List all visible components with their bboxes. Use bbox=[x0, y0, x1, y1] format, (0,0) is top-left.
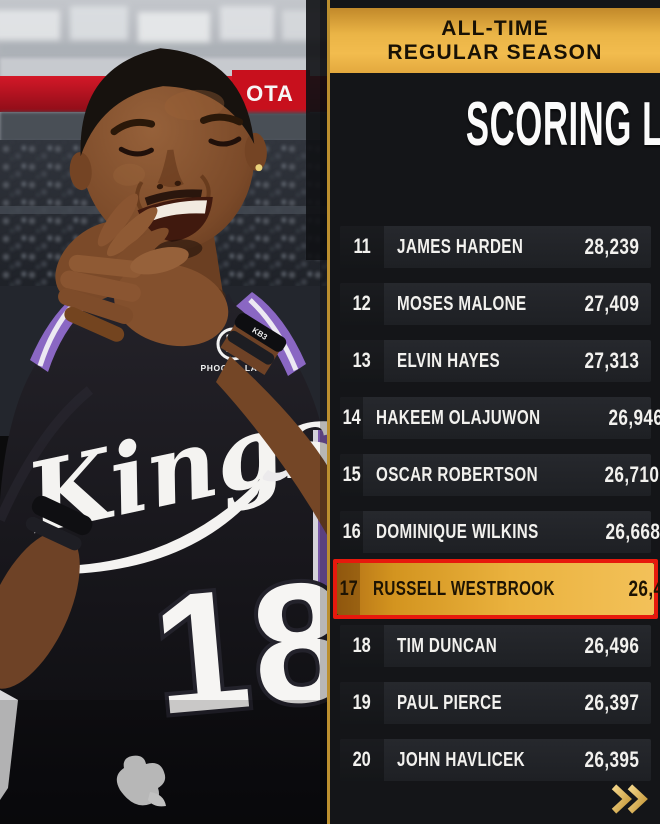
next-icon[interactable] bbox=[610, 784, 648, 814]
rank-cell: 14 bbox=[342, 406, 361, 429]
jersey-number-text: 18 bbox=[146, 545, 330, 751]
player-name: MOSES MALONE bbox=[397, 292, 527, 315]
player-name: PAUL PIERCE bbox=[397, 691, 502, 714]
banner-line1: ALL-TIME bbox=[441, 17, 549, 40]
highlight-box: 17 RUSSELL WESTBROOK 26,497 bbox=[333, 559, 660, 619]
points-value: 28,239 bbox=[584, 234, 639, 259]
leaderboard-row: 18 TIM DUNCAN 26,496 bbox=[340, 625, 651, 667]
player-photo: OTA Kings 18 bbox=[0, 0, 330, 824]
leaderboard-row: 14 HAKEEM OLAJUWON 26,946 bbox=[340, 397, 660, 439]
title-area: SCORING LEADERS bbox=[330, 92, 660, 158]
shorts-edge bbox=[0, 690, 18, 800]
leaderboard-row: 15 OSCAR ROBERTSON 26,710 bbox=[340, 454, 659, 496]
leaderboard-row: 16 DOMINIQUE WILKINS 26,668 bbox=[340, 511, 660, 553]
player-name: OSCAR ROBERTSON bbox=[376, 463, 539, 486]
player-name: RUSSELL WESTBROOK bbox=[373, 577, 556, 600]
wristband: KB3 bbox=[220, 313, 287, 376]
banner: ALL-TIME REGULAR SEASON bbox=[330, 8, 660, 73]
leaderboard-row: 13 ELVIN HAYES 27,313 bbox=[340, 340, 651, 382]
points-value: 26,497 bbox=[628, 576, 660, 601]
banner-line2: REGULAR SEASON bbox=[387, 41, 603, 64]
kings-lion-logo bbox=[116, 755, 166, 807]
page-title: SCORING LEADERS bbox=[465, 90, 660, 159]
jersey-number: 18 bbox=[142, 541, 330, 755]
leaderboard-row: 11 JAMES HARDEN 28,239 bbox=[340, 226, 651, 268]
earring bbox=[255, 164, 263, 172]
rank-cell: 20 bbox=[352, 748, 372, 771]
points-value: 26,496 bbox=[584, 633, 639, 658]
leaderboard-row: 12 MOSES MALONE 27,409 bbox=[340, 283, 651, 325]
points-value: 26,397 bbox=[584, 690, 639, 715]
nike-swoosh-icon bbox=[262, 454, 304, 482]
rank-cell: 15 bbox=[342, 463, 361, 486]
rank-cell: 13 bbox=[352, 349, 372, 372]
clapping-hands bbox=[55, 193, 229, 347]
rank-cell: 18 bbox=[352, 634, 372, 657]
leaderboard-row-highlighted: 17 RUSSELL WESTBROOK 26,497 bbox=[337, 563, 660, 615]
toyota-sign: OTA bbox=[232, 70, 310, 114]
rank-cell: 12 bbox=[352, 292, 372, 315]
rank-cell: 11 bbox=[353, 235, 371, 258]
points-value: 26,395 bbox=[584, 747, 639, 772]
points-value: 26,946 bbox=[608, 405, 660, 430]
points-value: 26,668 bbox=[605, 519, 660, 544]
leaderboard-row: 19 PAUL PIERCE 26,397 bbox=[340, 682, 651, 724]
player-name: JAMES HARDEN bbox=[397, 235, 524, 258]
player-name: TIM DUNCAN bbox=[397, 634, 498, 657]
leaderboard-row: 20 JOHN HAVLICEK 26,395 bbox=[340, 739, 651, 781]
rank-cell: 19 bbox=[352, 691, 372, 714]
leaderboard: 11 JAMES HARDEN 28,239 12 MOSES MALONE 2… bbox=[333, 226, 660, 781]
points-value: 27,313 bbox=[584, 348, 639, 373]
forearm bbox=[0, 495, 93, 689]
points-value: 27,409 bbox=[584, 291, 639, 316]
points-value: 26,710 bbox=[604, 462, 660, 487]
arena-sign-text: OTA bbox=[246, 81, 294, 106]
script-underline bbox=[35, 469, 269, 575]
rank-cell: 16 bbox=[342, 520, 361, 543]
leaderboard-panel: ALL-TIME REGULAR SEASON SCORING LEADERS … bbox=[327, 0, 660, 824]
rank-cell: 17 bbox=[339, 577, 358, 600]
player-name: JOHN HAVLICEK bbox=[397, 748, 525, 771]
player-name: ELVIN HAYES bbox=[397, 349, 501, 372]
player-name: DOMINIQUE WILKINS bbox=[376, 520, 540, 543]
player-name: HAKEEM OLAJUWON bbox=[376, 406, 541, 429]
